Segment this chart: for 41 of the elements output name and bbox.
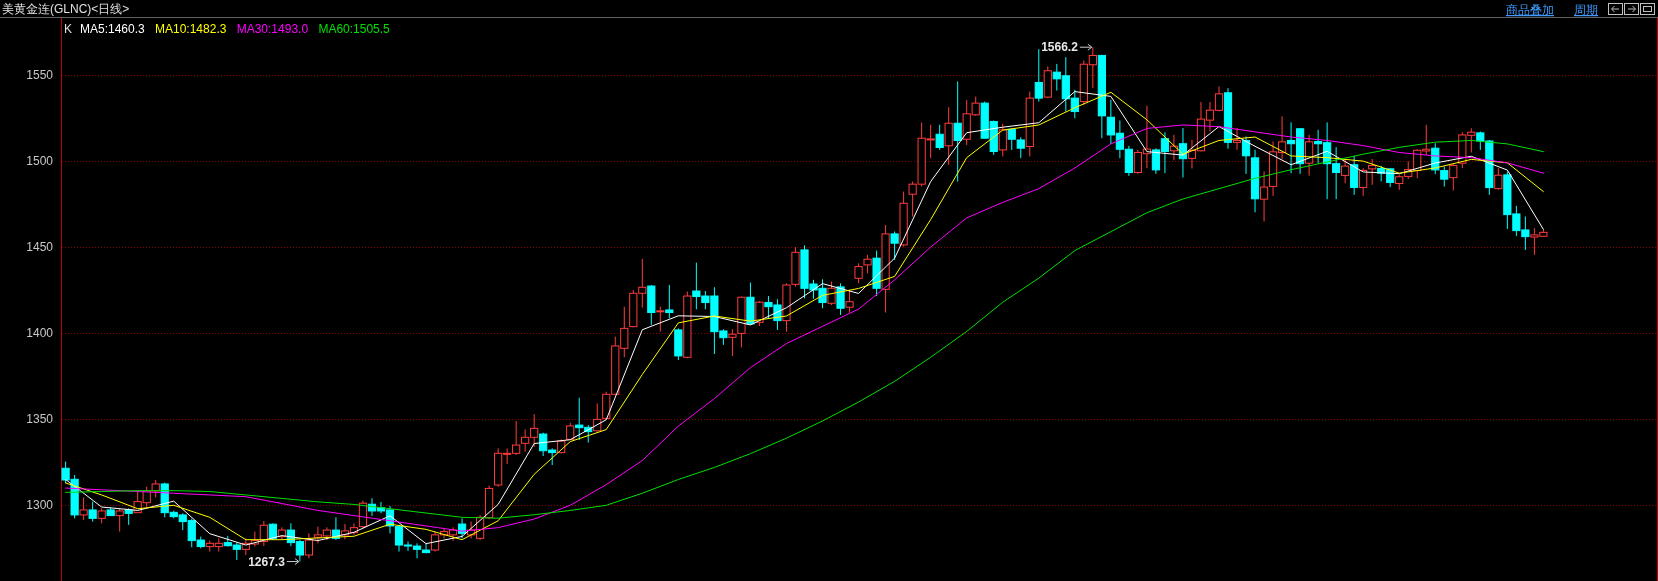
candlestick	[88, 501, 97, 523]
annotation: 1267.3	[248, 554, 286, 569]
candlestick	[1350, 155, 1359, 196]
y-tick-label: 1550	[26, 68, 54, 83]
candlestick	[953, 80, 962, 183]
candlestick	[845, 289, 854, 314]
candlestick	[1305, 134, 1314, 177]
candlestick	[79, 496, 88, 521]
candlestick	[1449, 163, 1458, 192]
text: 周期	[1574, 3, 1598, 17]
candlestick	[593, 402, 602, 433]
y-tick-label: 1400	[26, 326, 54, 341]
candlestick	[890, 230, 899, 261]
candlestick	[656, 306, 665, 333]
candlestick	[854, 262, 863, 284]
y-tick-label: 1300	[26, 498, 54, 513]
candlestick	[935, 124, 944, 151]
candlestick	[1494, 167, 1503, 191]
candlestick	[863, 254, 872, 274]
candlestick	[1232, 127, 1242, 151]
candlestick	[998, 123, 1007, 157]
candlestick	[836, 282, 845, 316]
y-tick-label: 1450	[26, 240, 54, 255]
legend-title: K	[64, 22, 73, 36]
candlestick	[115, 507, 124, 533]
y-tick-label: 1350	[26, 412, 54, 427]
text: MA60:1505.5	[318, 22, 391, 36]
candlestick	[1341, 158, 1350, 184]
text: MA5:1460.3	[80, 22, 146, 36]
candlestick	[304, 532, 313, 559]
text: MA30:1493.0	[236, 22, 309, 36]
candlestick	[728, 328, 737, 357]
candlestick	[1034, 48, 1043, 103]
candlestick	[1368, 158, 1377, 186]
chart-title: 美黄金连(GLNC)<日线>	[2, 2, 130, 16]
annotation: 1566.2	[1041, 40, 1079, 55]
y-tick-label: 1500	[26, 154, 54, 169]
candlestick	[665, 284, 674, 319]
text: MA10:1482.3	[155, 22, 227, 36]
text: 商品叠加	[1506, 3, 1554, 17]
candlestick	[944, 106, 953, 166]
